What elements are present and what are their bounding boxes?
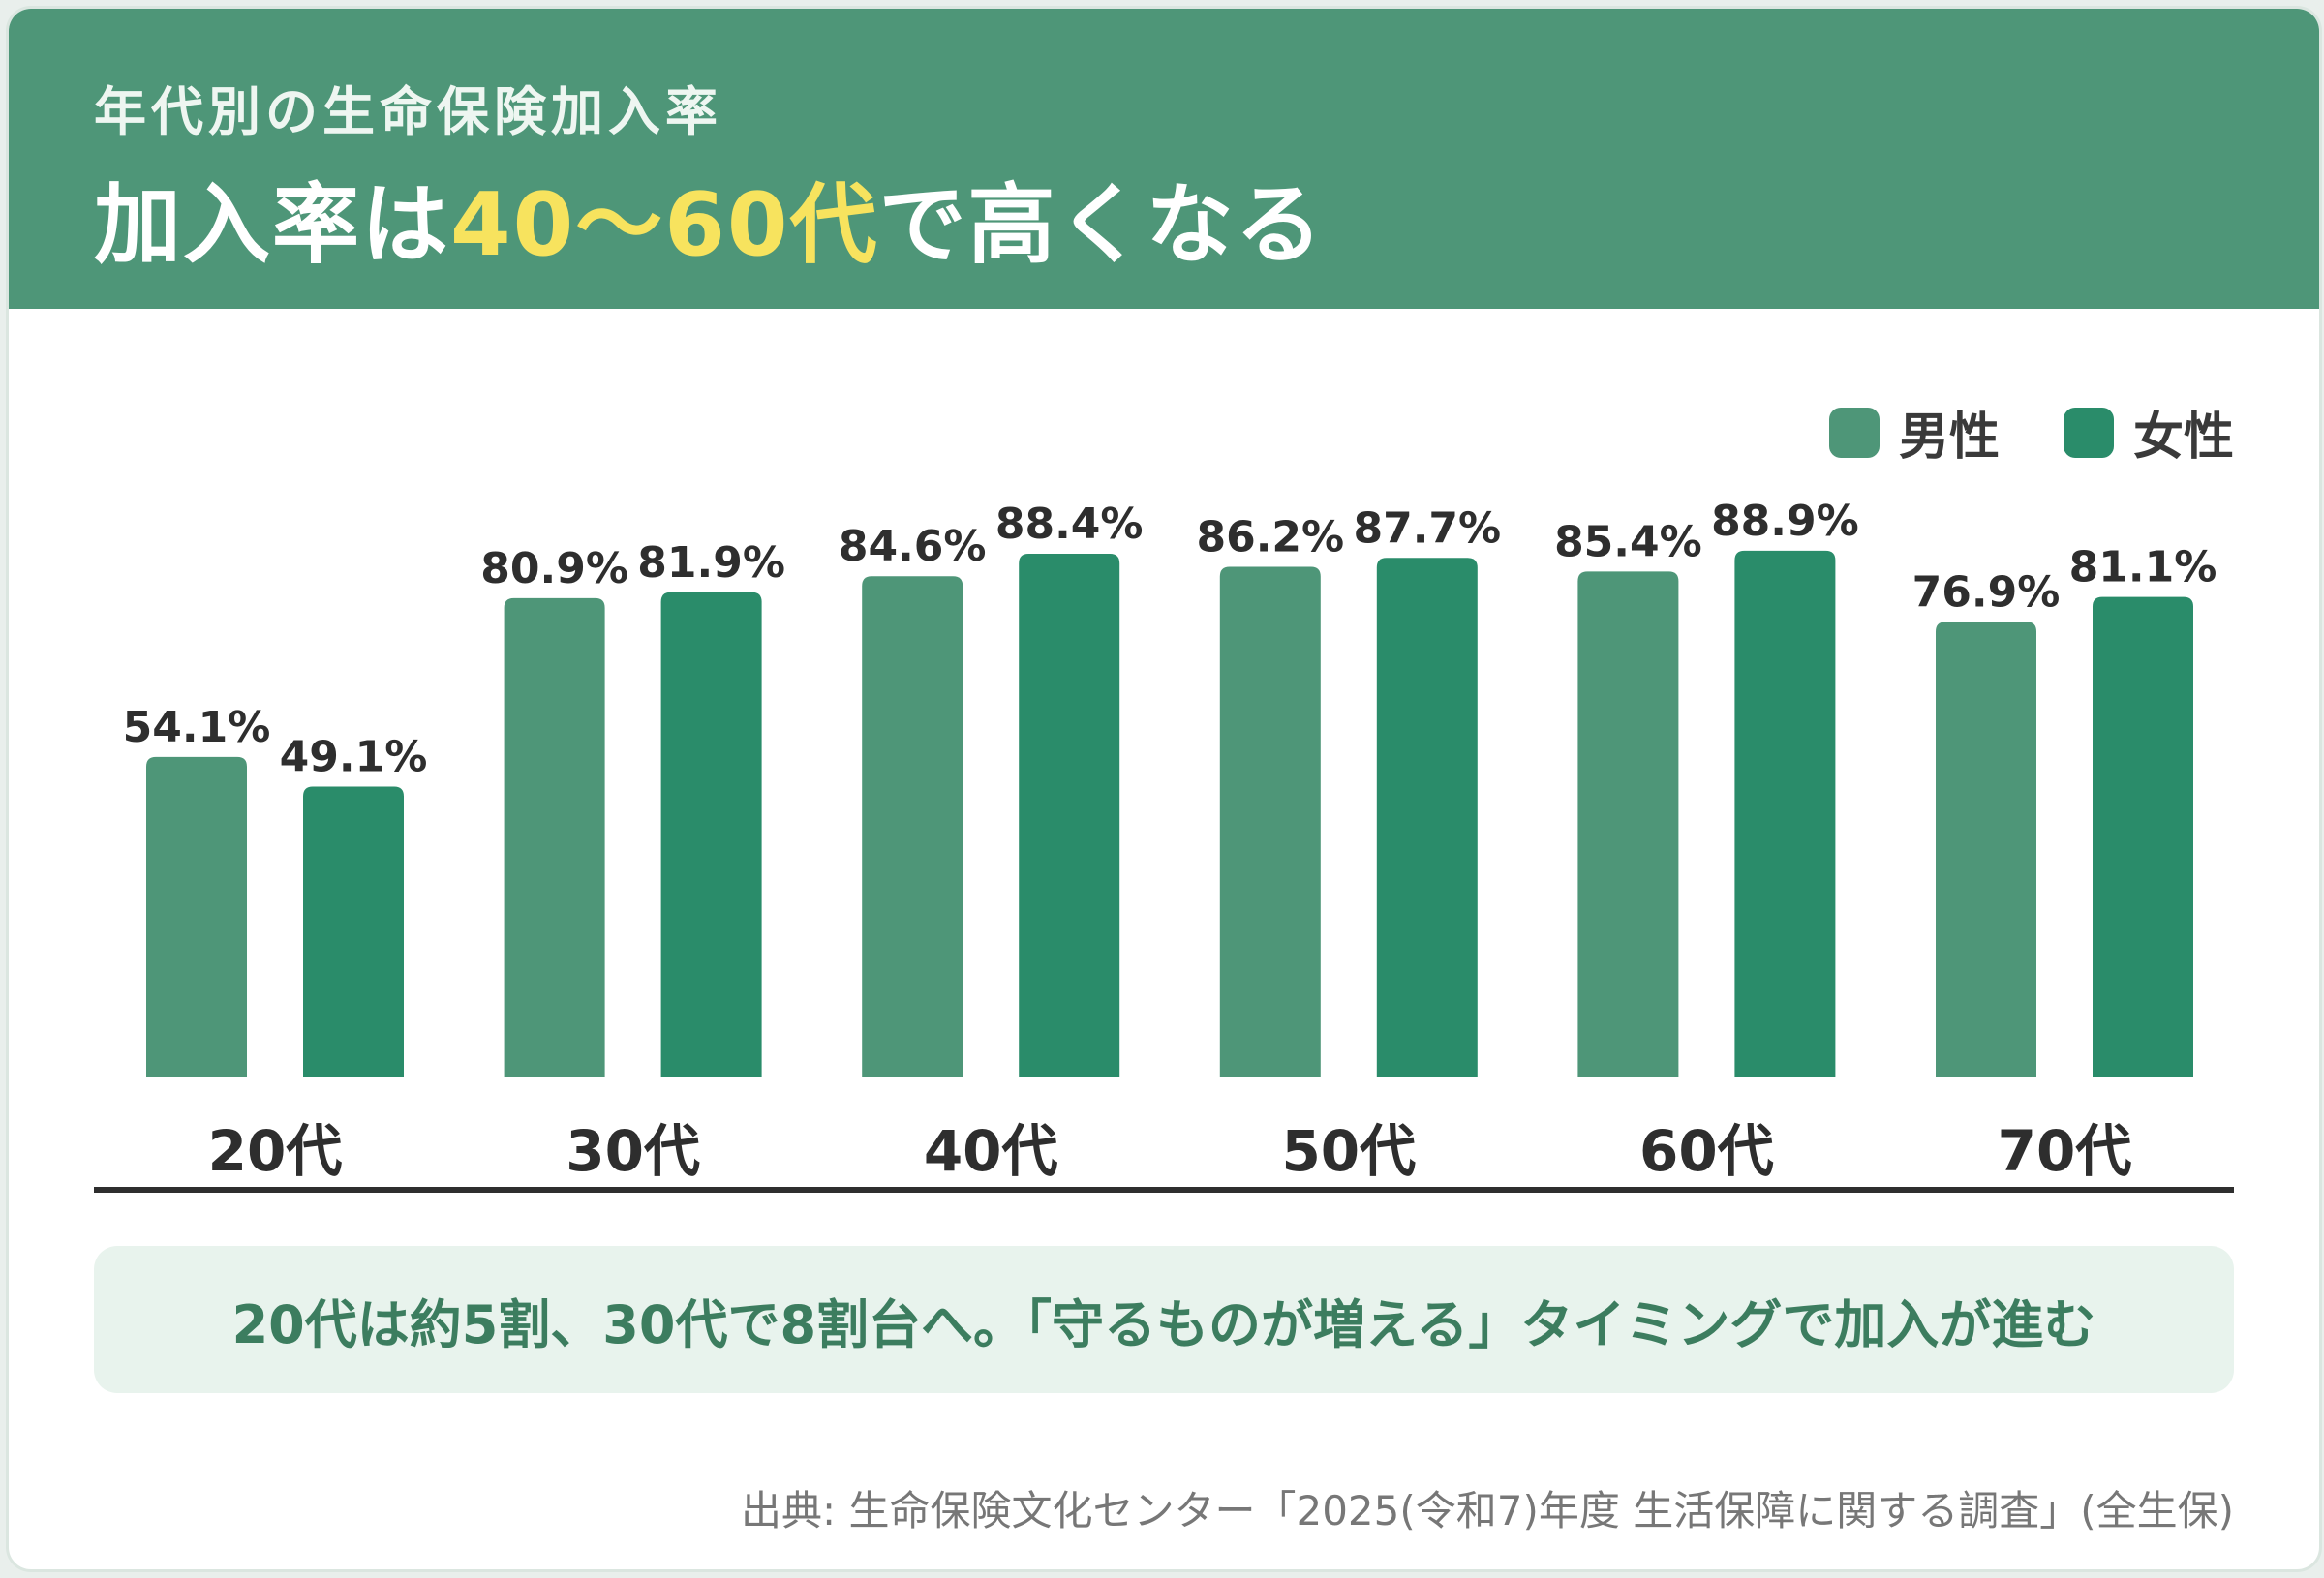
legend-item-male: 男性 [1828,396,2000,469]
headline-suffix: で高くなる [878,174,1325,276]
chart-subtitle: 年代別の生命保険加入率 [94,81,722,142]
legend-item-female: 女性 [2063,396,2234,469]
bar-female-4 [1734,550,1836,1077]
bar-value-label-male-2: 84.6% [839,522,987,571]
legend-swatch-male [1828,407,1880,458]
bar-value-label-female-5: 81.1% [2069,543,2217,592]
bar-value-label-female-1: 81.9% [637,538,785,588]
bar-male-3 [1219,566,1321,1077]
bar-value-label-male-0: 54.1% [123,703,271,752]
bar-male-1 [504,597,605,1077]
bar-female-1 [660,592,762,1077]
bar-female-5 [2093,596,2193,1077]
bar-chart: 54.1%49.1% 20代 80.9% 81.9% 30代 84.6% 88.4% 40代 8… [94,497,2234,1193]
bar-value-label-female-0: 49.1% [280,733,428,782]
headline-prefix: 加入率は [94,174,450,276]
bar-value-label-male-4: 85.4% [1554,517,1702,566]
insight-note: 20代は約5割、30代で8割台へ。「守るものが増える」タイミングで加入が進む [94,1246,2234,1393]
bar-female-0 [303,786,404,1077]
chart-card: 年代別の生命保険加入率 加入率は40〜60代で高くなる 男性 女性 54.1% 4… [6,6,2322,1572]
category-label-0: 20代 [208,1118,343,1184]
bar-female-2 [1019,553,1120,1077]
bar-male-2 [862,576,963,1077]
chart-legend: 男性 女性 [1828,396,2234,469]
bar-male-0 [146,756,247,1077]
bar-male-5 [1936,622,2036,1077]
bar-male-4 [1577,571,1679,1077]
bar-value-label-female-3: 87.7% [1353,503,1501,553]
legend-label-male: 男性 [1898,409,2000,467]
legend-swatch-female [2063,407,2114,458]
bar-female-3 [1376,558,1478,1077]
header-banner: 年代別の生命保険加入率 加入率は40〜60代で高くなる [9,9,2319,309]
bar-value-label-female-2: 88.4% [995,500,1144,549]
category-label-2: 40代 [924,1118,1058,1184]
headline-highlight: 40〜60代 [450,174,879,276]
bar-value-label-male-1: 80.9% [480,544,628,593]
legend-label-female: 女性 [2132,409,2234,467]
category-label-4: 60代 [1639,1118,1774,1184]
category-label-3: 50代 [1281,1118,1416,1184]
category-label-1: 30代 [566,1118,700,1184]
insight-note-text: 20代は約5割、30代で8割台へ。「守るものが増える」タイミングで加入が進む [231,1293,2096,1355]
bar-value-label-male-3: 86.2% [1196,512,1344,561]
source-citation: 出典: 生命保険文化センター「2025(令和7)年度 生活保障に関する調査」(全… [740,1487,2234,1534]
category-label-5: 70代 [1998,1118,2132,1184]
bar-value-label-male-5: 76.9% [1912,567,2061,617]
chart-headline: 加入率は40〜60代で高くなる [94,154,1325,280]
bar-value-label-female-4: 88.9% [1711,497,1859,546]
